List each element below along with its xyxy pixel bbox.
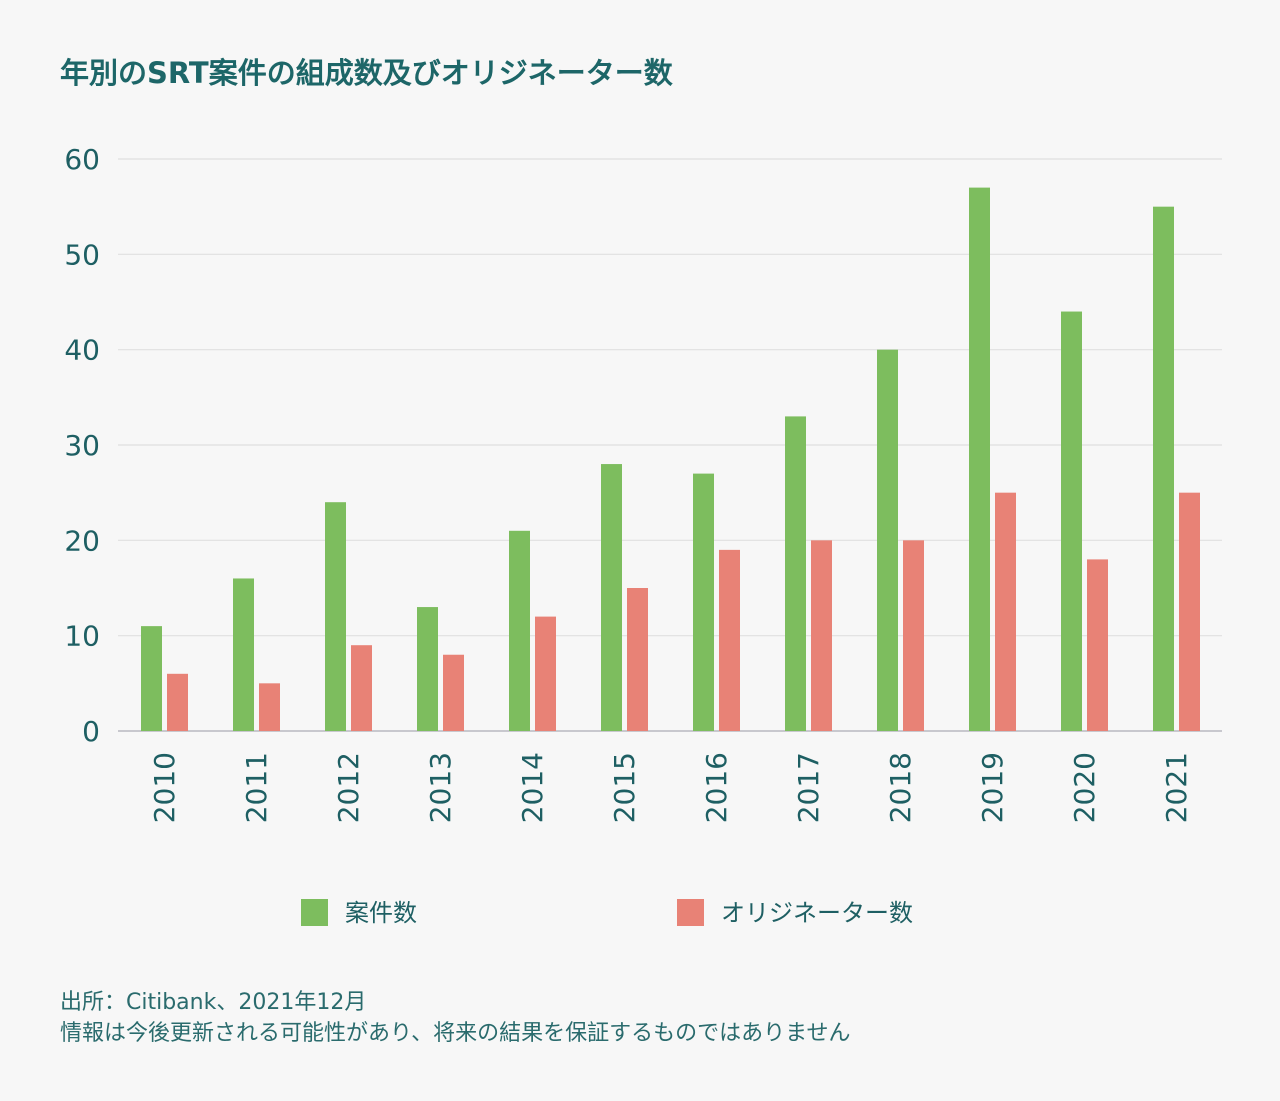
y-tick-label: 10: [64, 620, 100, 653]
bar-originators-2019: [995, 492, 1016, 731]
bar-cases-2015: [601, 464, 622, 731]
bar-cases-2018: [877, 349, 898, 731]
bar-originators-2013: [443, 654, 464, 731]
bar-cases-2017: [785, 416, 806, 731]
bar-originators-2015: [627, 588, 648, 731]
disclaimer-note: 情報は今後更新される可能性があり、将来の結果を保証するものではありません: [60, 1021, 851, 1046]
bar-originators-2014: [535, 616, 556, 731]
y-tick-label: 0: [82, 715, 100, 748]
bar-originators-2010: [167, 673, 188, 731]
bar-cases-2020: [1061, 311, 1082, 731]
bar-cases-2019: [969, 187, 990, 732]
legend-swatch: [301, 899, 328, 926]
bar-cases-2014: [509, 530, 530, 731]
x-tick-label: 2019: [976, 752, 1009, 823]
bar-cases-2016: [693, 473, 714, 731]
bar-cases-2013: [417, 607, 438, 731]
x-tick-label: 2016: [700, 752, 733, 823]
legend-swatch: [677, 899, 704, 926]
y-tick-label: 30: [64, 429, 100, 462]
y-tick-label: 60: [64, 143, 100, 176]
x-tick-label: 2015: [608, 752, 641, 823]
bar-originators-2011: [259, 683, 280, 731]
x-tick-label: 2018: [884, 752, 917, 823]
legend-label: オリジネーター数: [721, 899, 913, 927]
source-note: 出所：Citibank、2021年12月: [60, 990, 367, 1015]
chart-title: 年別のSRT案件の組成数及びオリジネーター数: [60, 56, 673, 90]
x-tick-label: 2012: [332, 752, 365, 823]
x-tick-label: 2013: [424, 752, 457, 823]
x-tick-label: 2010: [148, 752, 181, 823]
x-tick-label: 2017: [792, 752, 825, 823]
x-tick-label: 2021: [1160, 752, 1193, 823]
y-tick-label: 20: [64, 524, 100, 557]
x-tick-label: 2011: [240, 752, 273, 823]
bar-cases-2012: [325, 502, 346, 731]
y-tick-label: 40: [64, 334, 100, 367]
bar-cases-2010: [141, 626, 162, 731]
x-tick-label: 2020: [1068, 752, 1101, 823]
bar-originators-2016: [719, 549, 740, 731]
x-tick-label: 2014: [516, 752, 549, 823]
bar-originators-2012: [351, 645, 372, 731]
bar-originators-2021: [1179, 492, 1200, 731]
bar-originators-2020: [1087, 559, 1108, 731]
legend-label: 案件数: [345, 899, 417, 927]
y-tick-label: 50: [64, 238, 100, 271]
bar-cases-2021: [1153, 206, 1174, 731]
bar-cases-2011: [233, 578, 254, 731]
bar-originators-2018: [903, 540, 924, 731]
bar-originators-2017: [811, 540, 832, 731]
